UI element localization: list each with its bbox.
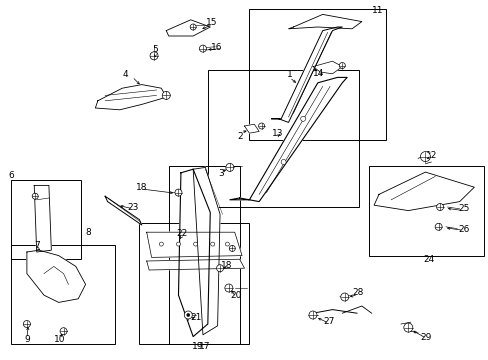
Circle shape — [300, 116, 305, 121]
Bar — [168, 166, 239, 344]
Text: 1: 1 — [286, 71, 292, 79]
Text: 27: 27 — [323, 317, 334, 325]
Text: 3: 3 — [218, 169, 224, 178]
Polygon shape — [27, 250, 85, 302]
Circle shape — [229, 246, 235, 251]
Bar — [11, 245, 115, 344]
Circle shape — [420, 152, 429, 162]
Circle shape — [225, 163, 233, 171]
Text: 29: 29 — [420, 333, 431, 342]
Circle shape — [224, 284, 232, 292]
Text: 18: 18 — [220, 261, 232, 270]
Circle shape — [176, 242, 180, 246]
Text: 11: 11 — [371, 6, 383, 15]
Polygon shape — [229, 77, 346, 202]
Circle shape — [225, 242, 229, 246]
Polygon shape — [166, 20, 210, 36]
Text: 9: 9 — [24, 335, 30, 344]
Bar — [207, 70, 359, 207]
Text: 21: 21 — [189, 313, 201, 322]
Circle shape — [162, 91, 170, 99]
Circle shape — [199, 45, 206, 52]
Text: 2: 2 — [237, 132, 243, 140]
Circle shape — [186, 314, 189, 316]
Text: 19: 19 — [192, 342, 203, 351]
Circle shape — [184, 311, 192, 319]
Text: 16: 16 — [210, 43, 222, 52]
Polygon shape — [146, 259, 244, 270]
Circle shape — [281, 159, 285, 165]
Circle shape — [216, 265, 223, 272]
Text: 18: 18 — [136, 183, 147, 192]
Text: 4: 4 — [122, 71, 128, 79]
Text: 20: 20 — [229, 291, 241, 300]
Circle shape — [150, 52, 158, 60]
Circle shape — [308, 311, 316, 319]
Circle shape — [403, 323, 412, 332]
Polygon shape — [271, 27, 342, 122]
Circle shape — [340, 293, 348, 301]
Polygon shape — [146, 232, 242, 257]
Circle shape — [159, 242, 163, 246]
Circle shape — [258, 123, 264, 129]
Polygon shape — [34, 185, 51, 252]
Circle shape — [193, 242, 197, 246]
Text: 15: 15 — [205, 18, 217, 27]
Text: 25: 25 — [457, 204, 468, 213]
Bar — [249, 9, 386, 140]
Text: 23: 23 — [127, 203, 139, 212]
Polygon shape — [312, 61, 342, 74]
Text: 22: 22 — [176, 230, 187, 238]
Text: 24: 24 — [422, 256, 434, 264]
Polygon shape — [373, 172, 473, 211]
Text: 5: 5 — [152, 45, 158, 54]
Polygon shape — [288, 14, 361, 29]
Polygon shape — [105, 196, 142, 225]
Text: 17: 17 — [198, 342, 210, 351]
Circle shape — [190, 24, 196, 30]
Text: 10: 10 — [54, 335, 65, 344]
Text: 13: 13 — [271, 129, 283, 138]
Text: 28: 28 — [352, 288, 364, 297]
Bar — [139, 223, 249, 344]
Text: 6: 6 — [9, 171, 15, 180]
Text: 12: 12 — [425, 151, 436, 160]
Circle shape — [434, 223, 441, 230]
Polygon shape — [95, 85, 166, 110]
Text: 26: 26 — [457, 225, 468, 234]
Text: 14: 14 — [312, 69, 324, 78]
Circle shape — [175, 189, 182, 196]
Circle shape — [210, 242, 214, 246]
Text: 8: 8 — [85, 229, 91, 238]
Circle shape — [23, 320, 30, 328]
Bar — [11, 180, 81, 259]
Circle shape — [436, 203, 443, 211]
Polygon shape — [193, 167, 220, 335]
Circle shape — [32, 193, 38, 199]
Polygon shape — [244, 124, 259, 133]
Circle shape — [339, 63, 345, 68]
Text: 7: 7 — [34, 241, 40, 250]
Circle shape — [60, 328, 67, 335]
Polygon shape — [178, 169, 210, 337]
Bar — [368, 166, 483, 256]
